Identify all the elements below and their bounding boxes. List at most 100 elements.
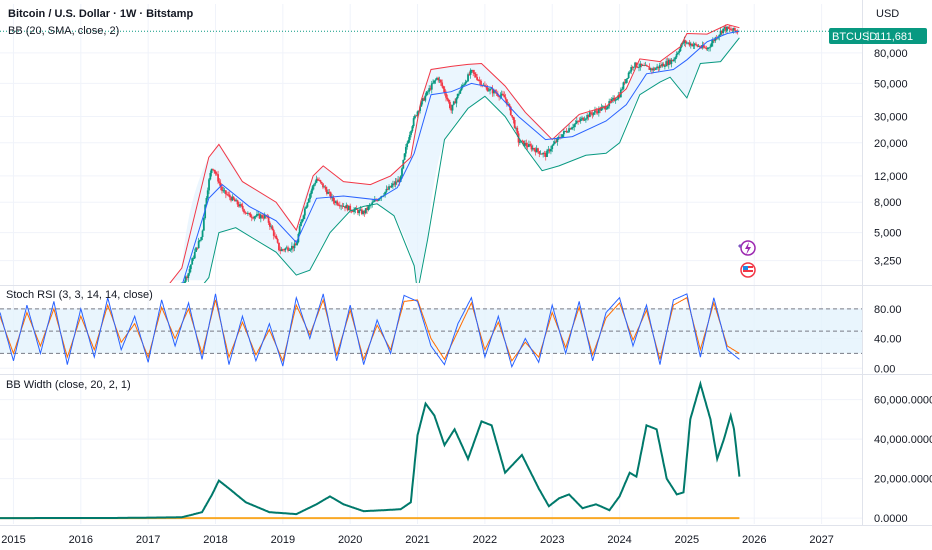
y-tick-label: 80.00 xyxy=(874,304,902,316)
candle-body xyxy=(407,139,410,144)
us-flag-icon[interactable] xyxy=(740,262,756,278)
candle-body xyxy=(635,62,638,67)
candle-body xyxy=(259,215,262,219)
candle-body xyxy=(205,198,208,205)
candle-body xyxy=(437,77,440,81)
candle-body xyxy=(309,194,311,200)
candle-body xyxy=(733,27,736,31)
candle-body xyxy=(689,43,692,46)
candle-body xyxy=(394,181,397,185)
candle-body xyxy=(186,276,188,279)
candle-body xyxy=(666,61,669,66)
candle-body xyxy=(226,194,229,195)
candle-body xyxy=(376,200,379,201)
candle-body xyxy=(542,153,545,155)
candle-body xyxy=(627,72,630,79)
candle-body xyxy=(600,107,603,111)
candle-body xyxy=(704,47,706,49)
candle-body xyxy=(303,208,306,216)
candle-body xyxy=(284,248,287,251)
candle-body xyxy=(552,143,555,146)
x-tick-label: 2019 xyxy=(271,534,295,546)
y-tick-label: 40.00 xyxy=(874,334,902,346)
candle-body xyxy=(439,79,442,83)
series-bb-lower xyxy=(203,37,740,283)
candle-body xyxy=(188,269,191,274)
stoch-rsi-label[interactable]: Stoch RSI (3, 3, 14, 14, close) xyxy=(6,289,153,301)
candle-body xyxy=(351,211,354,213)
candle-body xyxy=(562,131,565,135)
candle-body xyxy=(340,205,343,207)
candle-body xyxy=(568,128,570,132)
symbol-title[interactable]: Bitcoin / U.S. Dollar · 1W · Bitstamp xyxy=(8,8,193,20)
candle-body xyxy=(248,212,251,214)
candle-body xyxy=(183,281,186,283)
candle-body xyxy=(319,180,322,182)
candle-body xyxy=(581,117,583,119)
candle-body xyxy=(302,215,305,220)
candle-body xyxy=(261,215,264,218)
candle-body xyxy=(199,239,201,242)
candle-body xyxy=(367,206,370,210)
candle-body xyxy=(647,66,649,67)
y-tick-label: 0.00 xyxy=(874,363,895,375)
candle-body xyxy=(262,217,265,219)
candle-body xyxy=(720,30,723,34)
candle-body xyxy=(663,66,666,67)
candle-body xyxy=(372,201,375,203)
candle-body xyxy=(656,66,659,69)
y-tick-label: 40,000.0000 xyxy=(874,434,932,446)
candle-body xyxy=(575,120,578,124)
candle-body xyxy=(287,247,289,251)
bb-indicator-label[interactable]: BB (20, SMA, close, 2) xyxy=(8,25,119,37)
candle-body xyxy=(306,202,309,207)
candle-body xyxy=(347,205,350,211)
candle-body xyxy=(661,63,664,67)
candle-body xyxy=(313,184,315,187)
candle-body xyxy=(230,197,232,201)
candle-body xyxy=(433,80,436,83)
candle-body xyxy=(648,66,651,70)
candle-body xyxy=(276,239,279,243)
candle-body xyxy=(368,205,371,207)
candle-body xyxy=(727,26,730,29)
candle-body xyxy=(256,214,258,217)
y-tick-label: 60,000.0000 xyxy=(874,395,932,407)
candle-body xyxy=(292,245,295,249)
candle-body xyxy=(393,183,396,185)
candle-body xyxy=(428,88,431,92)
candle-body xyxy=(480,80,482,86)
lightning-icon[interactable] xyxy=(738,240,756,256)
candle-body xyxy=(410,131,412,135)
candle-body xyxy=(291,245,293,250)
candle-body xyxy=(463,84,466,86)
x-tick-label: 2020 xyxy=(338,534,362,546)
candle-body xyxy=(641,65,644,67)
candle-body xyxy=(625,78,627,84)
candle-body xyxy=(583,119,586,121)
candle-body xyxy=(548,149,551,152)
candle-body xyxy=(632,66,635,68)
candle-body xyxy=(674,57,677,60)
candle-body xyxy=(257,213,260,215)
candle-body xyxy=(692,45,695,47)
candle-body xyxy=(474,73,477,78)
candle-body xyxy=(408,134,411,140)
candle-body xyxy=(570,127,573,130)
candle-body xyxy=(222,190,225,192)
price-tag-value: 111,681 xyxy=(875,31,913,43)
candle-body xyxy=(649,68,652,70)
candle-body xyxy=(518,142,521,143)
candle-body xyxy=(610,99,613,102)
candle-body xyxy=(279,250,282,252)
candle-body xyxy=(200,237,203,240)
candle-body xyxy=(569,128,572,130)
bb-width-label[interactable]: BB Width (close, 20, 2, 1) xyxy=(6,379,131,391)
candle-body xyxy=(579,118,582,121)
x-tick-label: 2021 xyxy=(405,534,429,546)
candle-body xyxy=(268,222,271,227)
candle-body xyxy=(180,286,182,293)
candle-body xyxy=(406,143,409,148)
series-bb-upper xyxy=(169,23,740,283)
